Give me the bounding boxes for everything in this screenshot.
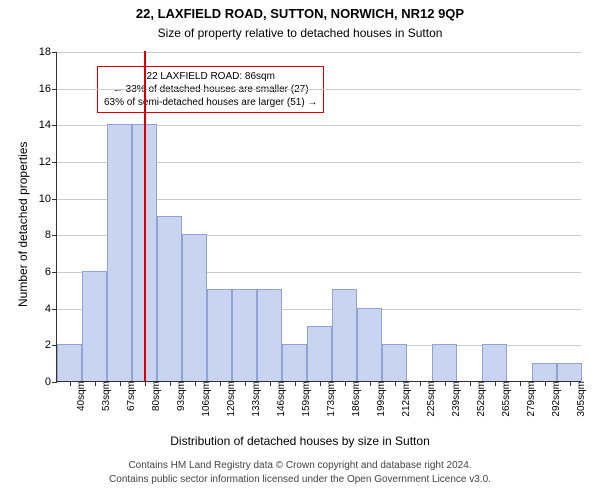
x-axis-label: Distribution of detached houses by size … xyxy=(0,434,600,448)
histogram-bar xyxy=(357,308,382,381)
xtick-label: 239sqm xyxy=(449,381,462,417)
ytick-label: 6 xyxy=(45,266,57,278)
histogram-bar xyxy=(332,289,357,381)
xtick-label: 53sqm xyxy=(99,381,112,411)
histogram-bar xyxy=(282,344,307,381)
xtick-label: 186sqm xyxy=(349,381,362,417)
xtick-label: 305sqm xyxy=(574,381,587,417)
xtick-mark xyxy=(445,381,446,386)
xtick-label: 225sqm xyxy=(424,381,437,417)
xtick-label: 120sqm xyxy=(224,381,237,417)
xtick-label: 199sqm xyxy=(374,381,387,417)
xtick-mark xyxy=(95,381,96,386)
xtick-mark xyxy=(70,381,71,386)
xtick-mark xyxy=(395,381,396,386)
xtick-mark xyxy=(520,381,521,386)
xtick-mark xyxy=(170,381,171,386)
xtick-mark xyxy=(345,381,346,386)
xtick-mark xyxy=(545,381,546,386)
xtick-label: 146sqm xyxy=(274,381,287,417)
xtick-mark xyxy=(320,381,321,386)
annotation-line3: 63% of semi-detached houses are larger (… xyxy=(104,96,317,109)
xtick-label: 265sqm xyxy=(499,381,512,417)
histogram-bar xyxy=(57,344,82,381)
xtick-mark xyxy=(420,381,421,386)
histogram-bar xyxy=(107,124,132,381)
gridline xyxy=(57,89,581,90)
xtick-label: 292sqm xyxy=(549,381,562,417)
xtick-label: 159sqm xyxy=(299,381,312,417)
ytick-label: 8 xyxy=(45,229,57,241)
xtick-label: 279sqm xyxy=(524,381,537,417)
histogram-bar xyxy=(557,363,582,381)
chart-subtitle: Size of property relative to detached ho… xyxy=(0,26,600,40)
histogram-bar xyxy=(182,234,207,381)
xtick-label: 80sqm xyxy=(149,381,162,411)
ytick-label: 10 xyxy=(39,193,57,205)
histogram-bar xyxy=(207,289,232,381)
footer-line-2: Contains public sector information licen… xyxy=(0,474,600,485)
ytick-label: 18 xyxy=(39,46,57,58)
histogram-bar xyxy=(157,216,182,381)
xtick-label: 106sqm xyxy=(199,381,212,417)
xtick-mark xyxy=(245,381,246,386)
xtick-label: 212sqm xyxy=(399,381,412,417)
xtick-mark xyxy=(195,381,196,386)
histogram-bar xyxy=(432,344,457,381)
xtick-mark xyxy=(570,381,571,386)
y-axis-label: Number of detached properties xyxy=(16,142,30,307)
xtick-mark xyxy=(220,381,221,386)
ytick-label: 2 xyxy=(45,339,57,351)
histogram-bar xyxy=(257,289,282,381)
xtick-mark xyxy=(370,381,371,386)
xtick-mark xyxy=(145,381,146,386)
xtick-label: 40sqm xyxy=(74,381,87,411)
xtick-mark xyxy=(120,381,121,386)
xtick-label: 252sqm xyxy=(474,381,487,417)
xtick-mark xyxy=(495,381,496,386)
plot-area: 22 LAXFIELD ROAD: 86sqm ← 33% of detache… xyxy=(56,52,581,382)
ytick-label: 0 xyxy=(45,376,57,388)
histogram-bar xyxy=(482,344,507,381)
histogram-bar xyxy=(382,344,407,381)
histogram-bar xyxy=(307,326,332,381)
xtick-mark xyxy=(295,381,296,386)
ytick-label: 16 xyxy=(39,83,57,95)
ytick-label: 4 xyxy=(45,303,57,315)
footer-line-1: Contains HM Land Registry data © Crown c… xyxy=(0,460,600,471)
xtick-mark xyxy=(270,381,271,386)
chart-title: 22, LAXFIELD ROAD, SUTTON, NORWICH, NR12… xyxy=(0,6,600,21)
xtick-label: 173sqm xyxy=(324,381,337,417)
xtick-label: 93sqm xyxy=(174,381,187,411)
histogram-bar xyxy=(232,289,257,381)
xtick-label: 133sqm xyxy=(249,381,262,417)
ytick-label: 14 xyxy=(39,119,57,131)
xtick-label: 67sqm xyxy=(124,381,137,411)
xtick-mark xyxy=(470,381,471,386)
chart-container: 22, LAXFIELD ROAD, SUTTON, NORWICH, NR12… xyxy=(0,0,600,500)
ytick-label: 12 xyxy=(39,156,57,168)
histogram-bar xyxy=(532,363,557,381)
histogram-bar xyxy=(82,271,107,381)
marker-line xyxy=(144,51,146,381)
gridline xyxy=(57,52,581,53)
annotation-line1: 22 LAXFIELD ROAD: 86sqm xyxy=(104,70,317,83)
